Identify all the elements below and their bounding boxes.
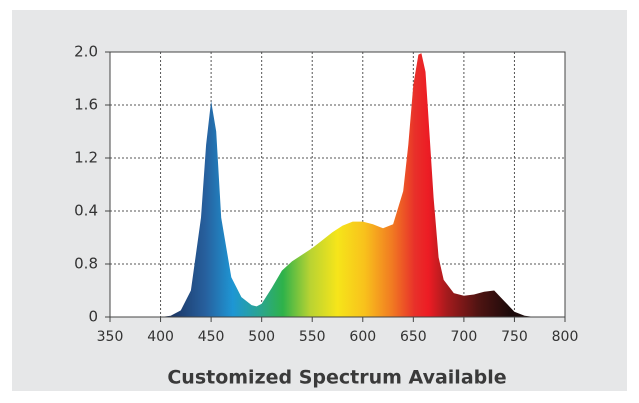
y-tick-label: 0.4	[74, 202, 98, 220]
y-tick-label: 1.6	[74, 96, 98, 114]
y-tick-label: 2.0	[74, 43, 98, 61]
x-tick-label: 550	[299, 329, 326, 345]
x-axis-label: Customized Spectrum Available	[167, 367, 506, 389]
y-tick-label: 0.8	[74, 255, 98, 273]
y-tick-label: 1.2	[74, 149, 98, 167]
plot-frame	[109, 51, 566, 318]
x-tick-label: 350	[97, 329, 124, 345]
x-tick-label: 500	[248, 329, 275, 345]
x-tick-label: 450	[198, 329, 225, 345]
x-tick-label: 400	[147, 329, 174, 345]
y-tick-label: 0	[88, 308, 98, 326]
spectrum-area	[110, 53, 565, 318]
x-tick-label: 800	[552, 329, 579, 345]
x-tick-label: 700	[451, 329, 478, 345]
x-tick-label: 650	[400, 329, 427, 345]
x-tick-label: 600	[349, 329, 376, 345]
x-tick-label: 750	[501, 329, 528, 345]
